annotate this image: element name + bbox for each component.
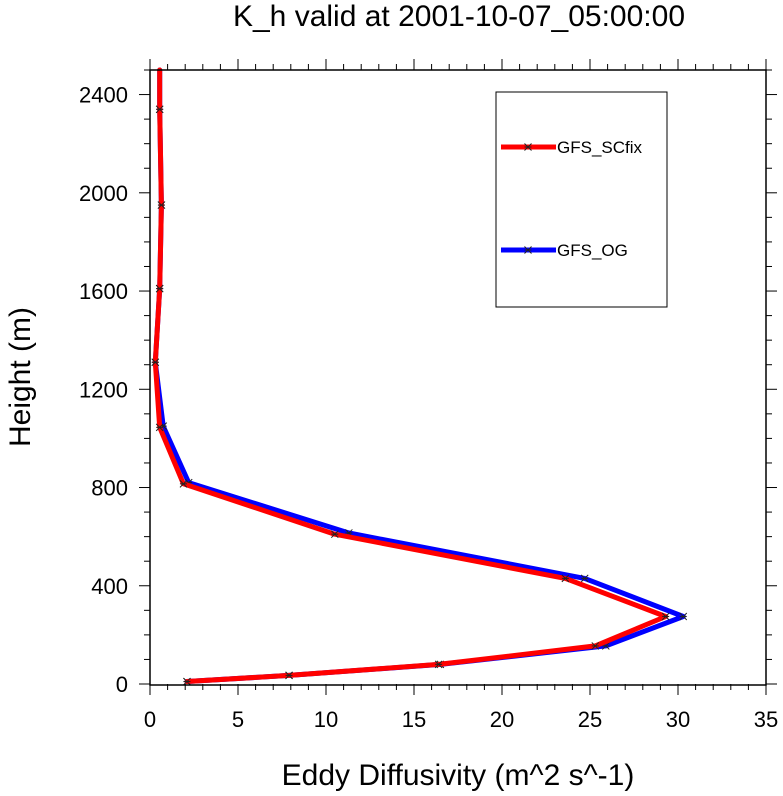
y-tick-label: 800: [91, 476, 128, 501]
y-tick-label: 2000: [79, 181, 128, 206]
data-point-gfs-og: [580, 574, 589, 583]
plot-frame: [149, 69, 767, 686]
x-tick-label: 35: [754, 707, 778, 732]
data-point-gfs-scfix: [330, 530, 339, 539]
axis-ticks: 0 5 10 15 20 25 30 35 0 400 800 1200 1600 2000 2400: [79, 59, 778, 732]
data-point-gfs-scfix: [561, 574, 570, 583]
data-point-gfs-scfix: [285, 671, 293, 680]
y-tick-label: 0: [116, 672, 128, 697]
x-tick-label: 15: [402, 707, 426, 732]
x-tick-label: 10: [314, 707, 338, 732]
y-tick-label: 1200: [79, 377, 128, 402]
x-tick-label: 0: [144, 707, 156, 732]
legend-marker-gfs-og: [524, 246, 532, 254]
data-point-gfs-scfix: [661, 612, 670, 621]
legend-marker-gfs-scfix: [524, 143, 532, 151]
data-point-gfs-scfix: [155, 284, 164, 293]
x-tick-label: 30: [666, 707, 690, 732]
x-tick-label: 25: [578, 707, 602, 732]
series-line-gfs-scfix: [152, 67, 669, 684]
y-tick-label: 2400: [79, 83, 128, 108]
x-tick-label: 5: [232, 707, 244, 732]
data-point-gfs-og: [679, 612, 688, 621]
legend-box: [495, 91, 668, 308]
x-tick-label: 20: [490, 707, 514, 732]
data-point-gfs-scfix: [155, 423, 164, 432]
data-point-gfs-scfix: [155, 105, 164, 114]
data-point-gfs-scfix: [151, 358, 160, 367]
y-axis-title: Height (m): [4, 307, 37, 447]
data-point-gfs-scfix: [591, 642, 600, 650]
data-point-gfs-scfix: [183, 677, 191, 686]
y-tick-label: 1600: [79, 279, 128, 304]
x-axis-title: Eddy Diffusivity (m^2 s^-1): [282, 759, 635, 792]
data-point-gfs-scfix: [434, 660, 443, 669]
chart-title: K_h valid at 2001-10-07_05:00:00: [233, 0, 685, 33]
data-point-gfs-scfix: [157, 201, 166, 209]
series-layer: [151, 67, 688, 686]
legend: GFS_SCfix GFS_OG: [495, 91, 668, 308]
legend-label-gfs-scfix: GFS_SCfix: [557, 138, 643, 157]
y-tick-label: 400: [91, 574, 128, 599]
data-point-gfs-scfix: [179, 479, 188, 488]
legend-label-gfs-og: GFS_OG: [557, 241, 628, 260]
